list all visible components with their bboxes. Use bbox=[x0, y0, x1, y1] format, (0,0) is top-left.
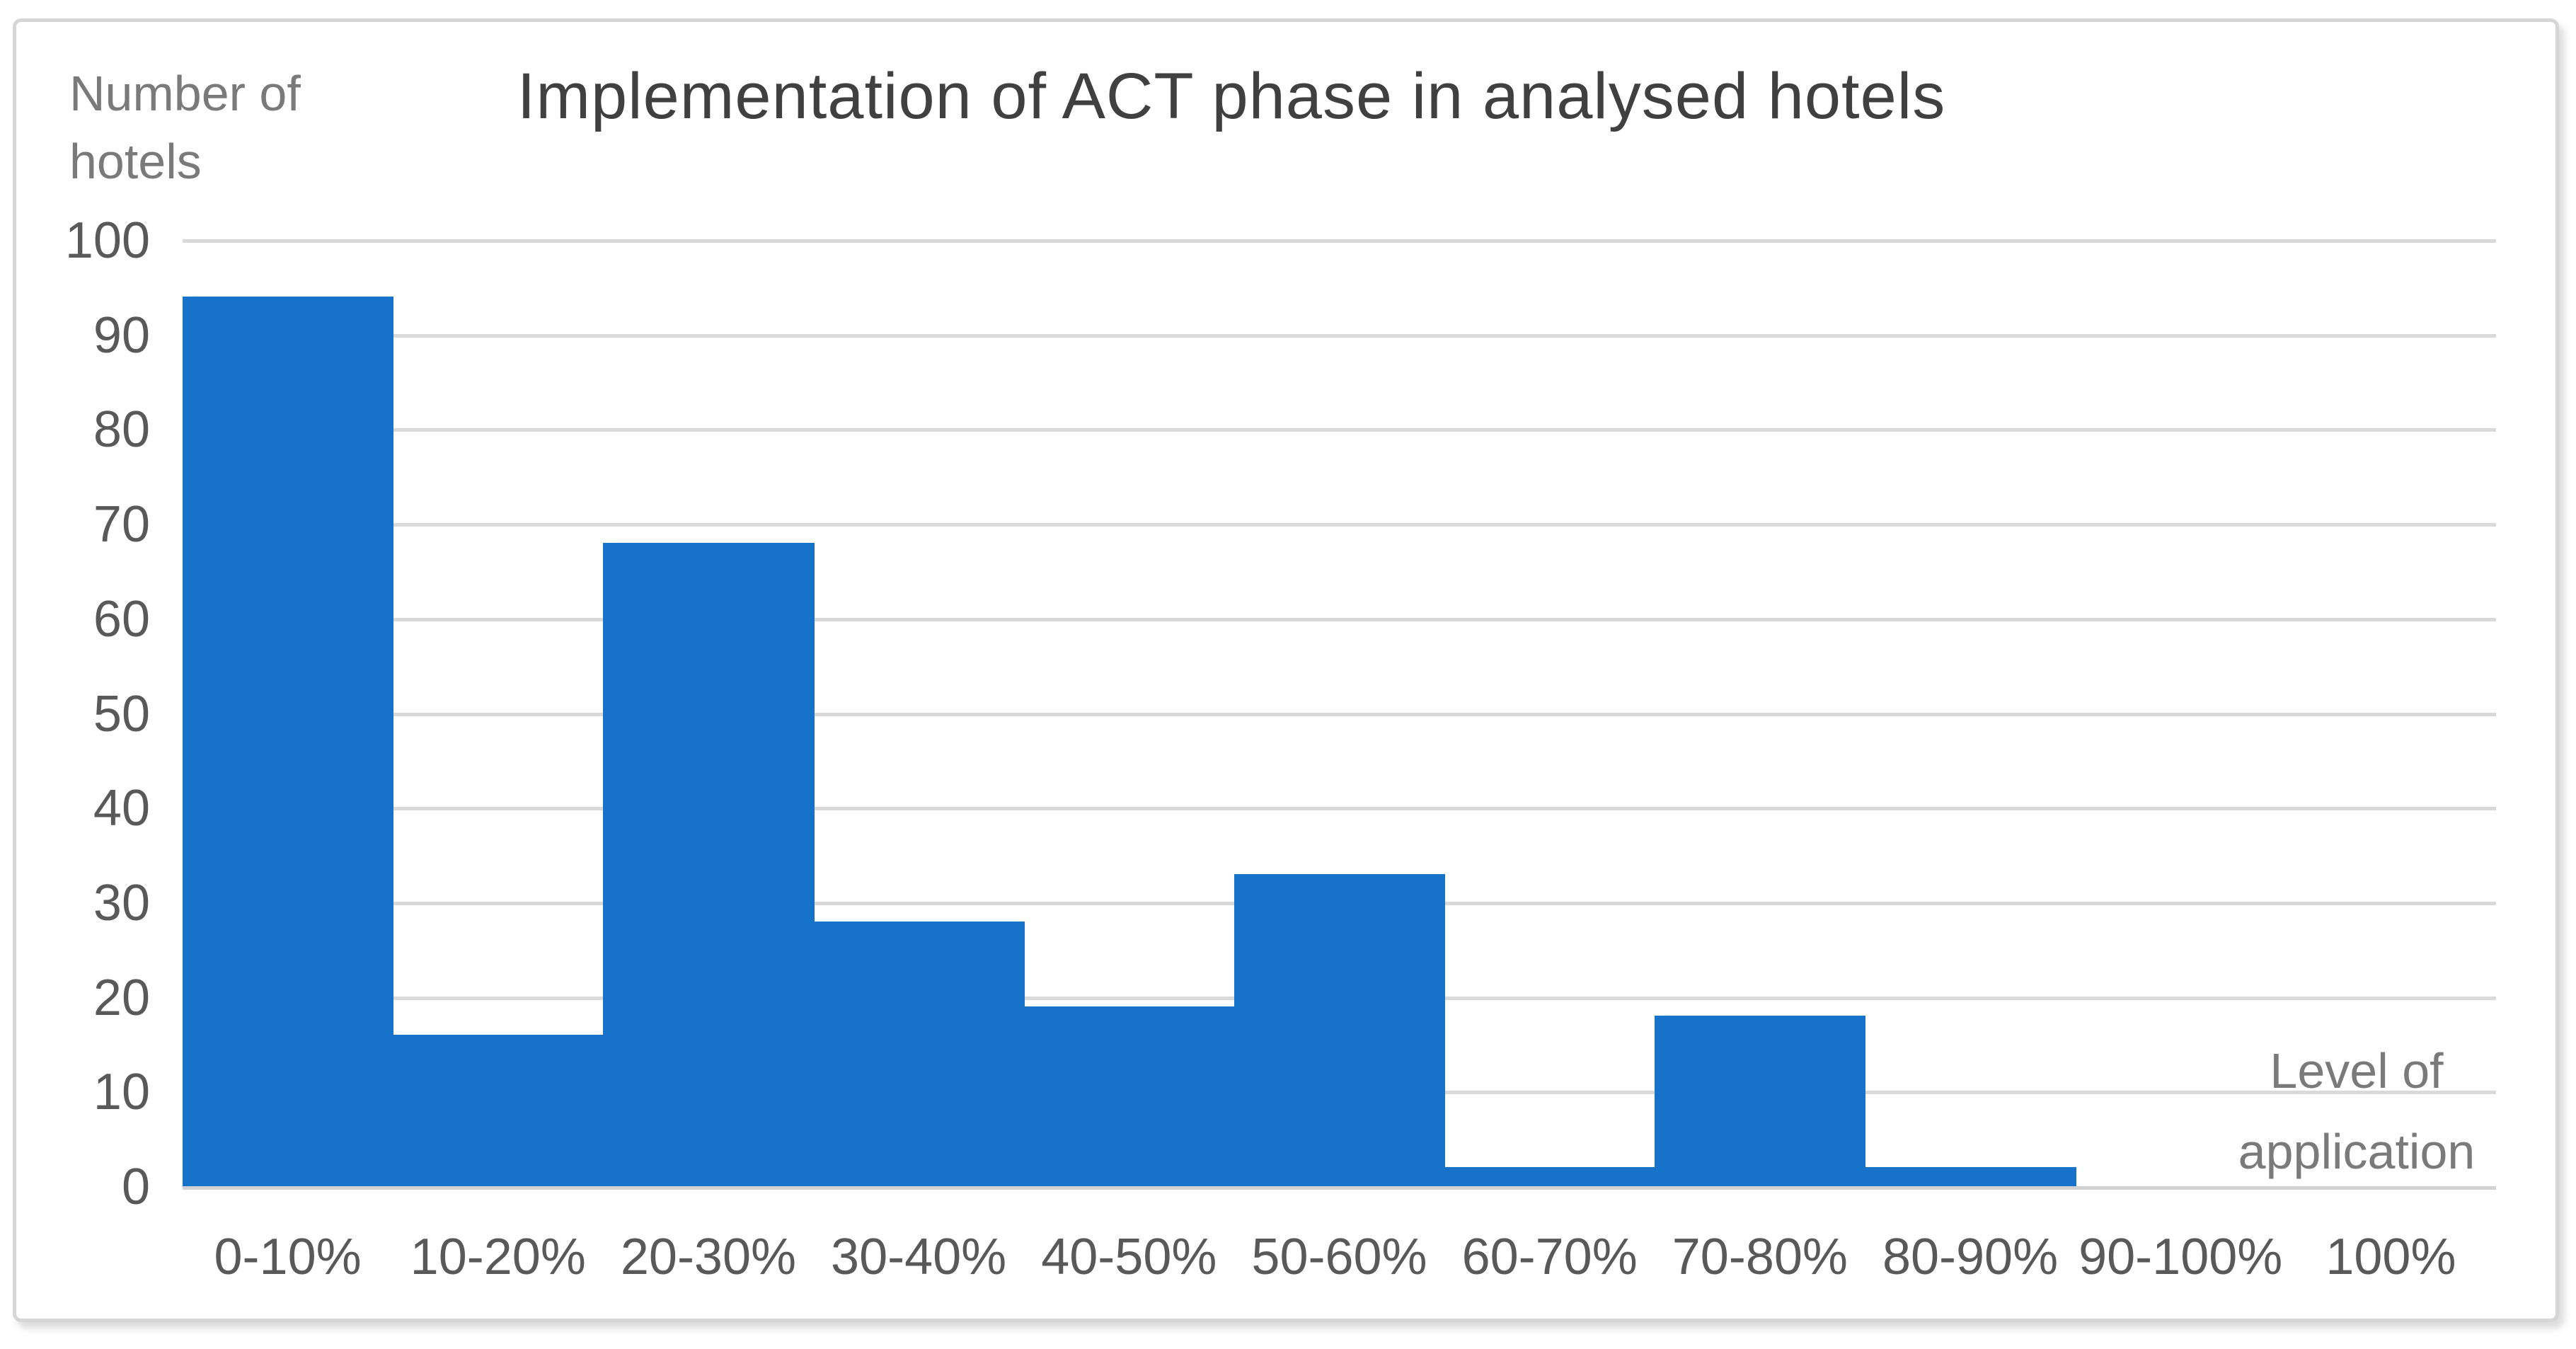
x-tick-label-40-50%: 40-50% bbox=[1041, 1229, 1217, 1285]
y-tick-label-100: 100 bbox=[64, 212, 150, 269]
y-axis-title-line: Number of bbox=[69, 66, 301, 121]
y-tick-label-60: 60 bbox=[93, 590, 150, 648]
y-tick-label-20: 20 bbox=[93, 969, 150, 1026]
bar-50-60% bbox=[1234, 873, 1446, 1186]
bar-60-70% bbox=[1444, 1167, 1656, 1186]
y-tick-label-80: 80 bbox=[93, 401, 150, 459]
x-tick-label-60-70%: 60-70% bbox=[1461, 1229, 1638, 1285]
gridline-70 bbox=[183, 523, 2496, 527]
y-axis-title-line: hotels bbox=[69, 134, 202, 189]
x-tick-label-80-90%: 80-90% bbox=[1882, 1229, 2059, 1285]
y-tick-label-0: 0 bbox=[121, 1159, 150, 1215]
x-axis-line bbox=[183, 1186, 2496, 1190]
bar-30-40% bbox=[813, 921, 1025, 1186]
chart-title: Implementation of ACT phase in analysed … bbox=[517, 60, 1946, 132]
bar-20-30% bbox=[603, 542, 815, 1186]
x-tick-label-30-40%: 30-40% bbox=[831, 1229, 1007, 1285]
y-tick-label-90: 90 bbox=[93, 306, 150, 364]
x-tick-label-10-20%: 10-20% bbox=[410, 1229, 586, 1285]
x-tick-label-0-10%: 0-10% bbox=[214, 1229, 362, 1285]
x-tick-label-100%: 100% bbox=[2325, 1229, 2456, 1285]
gridline-100 bbox=[183, 239, 2496, 243]
y-tick-label-70: 70 bbox=[93, 496, 150, 553]
gridline-80 bbox=[183, 428, 2496, 432]
x-axis-title: Level of application bbox=[2180, 1031, 2534, 1192]
x-tick-label-90-100%: 90-100% bbox=[2078, 1229, 2283, 1285]
x-tick-label-70-80%: 70-80% bbox=[1672, 1229, 1848, 1285]
x-axis-title-line: application bbox=[2238, 1124, 2476, 1179]
bar-80-90% bbox=[1865, 1167, 2076, 1186]
y-axis-title: Number of hotels bbox=[69, 59, 301, 195]
y-tick-label-50: 50 bbox=[93, 685, 150, 742]
bar-0-10% bbox=[183, 297, 394, 1186]
y-tick-label-30: 30 bbox=[93, 874, 150, 931]
bar-10-20% bbox=[393, 1035, 604, 1186]
y-tick-label-40: 40 bbox=[93, 780, 150, 837]
x-axis-title-line: Level of bbox=[2270, 1043, 2444, 1098]
gridline-40 bbox=[183, 807, 2496, 811]
x-tick-label-50-60%: 50-60% bbox=[1251, 1229, 1427, 1285]
bar-40-50% bbox=[1023, 1006, 1235, 1186]
gridline-60 bbox=[183, 617, 2496, 621]
gridline-90 bbox=[183, 333, 2496, 338]
gridline-50 bbox=[183, 712, 2496, 716]
y-tick-label-10: 10 bbox=[93, 1064, 150, 1121]
x-tick-label-20-30%: 20-30% bbox=[620, 1229, 797, 1285]
bar-70-80% bbox=[1655, 1016, 1866, 1186]
